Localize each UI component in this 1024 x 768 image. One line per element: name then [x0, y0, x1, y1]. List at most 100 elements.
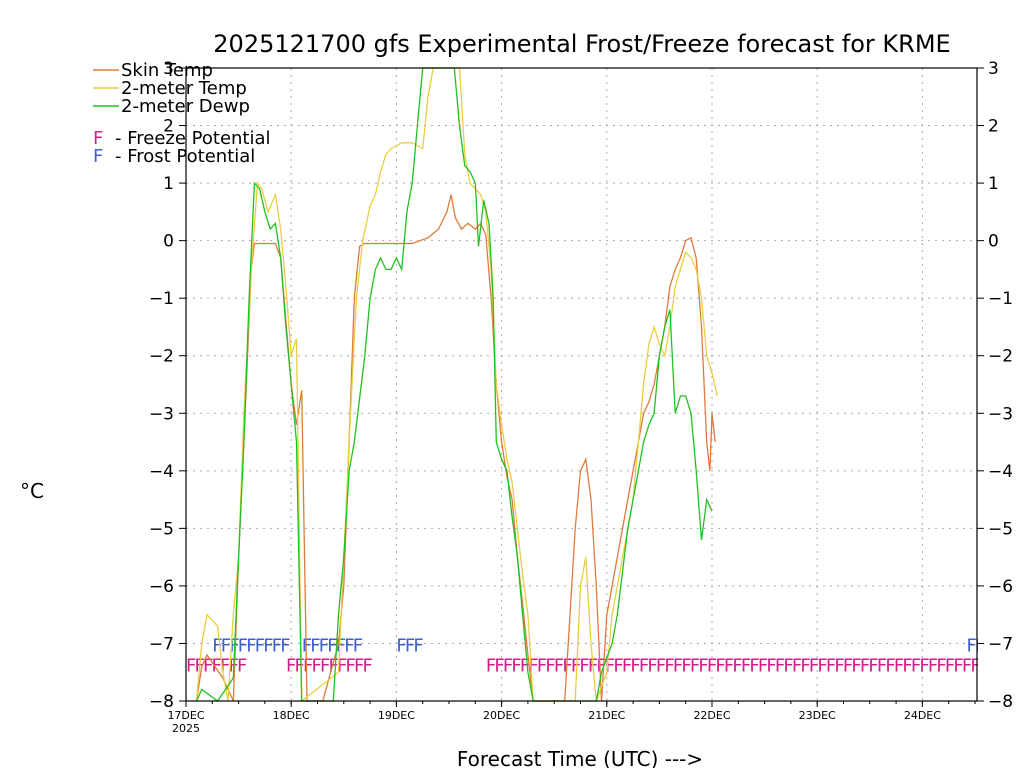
freeze-marker: F [732, 656, 742, 677]
x-tick-label: 21DEC [588, 709, 625, 722]
series-lines [195, 67, 718, 703]
frost-marker: F [319, 635, 329, 656]
freeze-marker: F [320, 656, 330, 677]
legend-marker-glyph: F [93, 128, 103, 149]
freeze-marker: F [554, 656, 564, 677]
freeze-marker: F [486, 656, 496, 677]
freeze-marker: F [528, 656, 538, 677]
freeze-marker: F [328, 656, 338, 677]
x-tick-label: 17DEC [167, 709, 204, 722]
freeze-marker: F [868, 656, 878, 677]
grid [186, 68, 977, 701]
freeze-marker: F [877, 656, 887, 677]
freeze-marker: F [936, 656, 946, 677]
freeze-marker: F [337, 656, 347, 677]
y-axis-label: °C [20, 479, 44, 503]
freeze-marker: F [562, 656, 572, 677]
freeze-marker: F [220, 656, 230, 677]
freeze-marker: F [860, 656, 870, 677]
frost-marker: F [272, 635, 282, 656]
freeze-marker: F [783, 656, 793, 677]
freeze-marker: F [681, 656, 691, 677]
freeze-marker: F [639, 656, 649, 677]
x-tick-label: 22DEC [693, 709, 730, 722]
freeze-marker: F [286, 656, 296, 677]
freeze-marker: F [928, 656, 938, 677]
series-line [195, 67, 718, 703]
frost-marker: F [353, 635, 363, 656]
chart-title: 2025121700 gfs Experimental Frost/Freeze… [213, 30, 950, 58]
freeze-marker: F [494, 656, 504, 677]
y-tick-label-right: −1 [988, 289, 1013, 309]
y-tick-label: 1 [163, 174, 174, 194]
legend-marker-label: - Frost Potential [115, 146, 255, 167]
freeze-marker: F [520, 656, 530, 677]
y-tick-label-right: −4 [988, 462, 1013, 482]
y-tick-label: −7 [149, 634, 174, 654]
frost-marker: F [238, 635, 248, 656]
frost-marker: F [302, 635, 312, 656]
freeze-marker: F [354, 656, 364, 677]
freeze-marker: F [212, 656, 222, 677]
x-tick-label: 18DEC [273, 709, 310, 722]
frost-marker: F [413, 635, 423, 656]
y-tick-label-right: 1 [988, 174, 999, 194]
freeze-marker: F [902, 656, 912, 677]
y-tick-label-right: −3 [988, 404, 1013, 424]
freeze-marker: F [800, 656, 810, 677]
freeze-marker: F [826, 656, 836, 677]
y-tick-label: −8 [149, 692, 174, 712]
freeze-marker: F [656, 656, 666, 677]
frost-marker: F [396, 635, 406, 656]
y-tick-label: −3 [149, 404, 174, 424]
freeze-marker: F [894, 656, 904, 677]
legend-label: Skin Temp [121, 60, 213, 81]
freeze-marker: F [605, 656, 615, 677]
frost-marker: F [221, 635, 231, 656]
freeze-marker: F [758, 656, 768, 677]
freeze-marker: F [294, 656, 304, 677]
y-tick-label: −6 [149, 577, 174, 597]
frost-marker: F [263, 635, 273, 656]
frost-marker: F [344, 635, 354, 656]
freeze-marker: F [186, 656, 196, 677]
x-tick-label: 23DEC [799, 709, 836, 722]
freeze-marker: F [579, 656, 589, 677]
freeze-marker: F [945, 656, 955, 677]
frost-marker: F [967, 635, 977, 656]
freeze-marker: F [775, 656, 785, 677]
y-tick-label: −2 [149, 347, 174, 367]
legend-label: 2-meter Temp [121, 78, 247, 99]
freeze-marker: F [792, 656, 802, 677]
freeze-marker: F [970, 656, 980, 677]
freeze-marker: F [545, 656, 555, 677]
freeze-marker: F [237, 656, 247, 677]
freeze-marker: F [962, 656, 972, 677]
freeze-marker: F [673, 656, 683, 677]
x-tick-label: 20DEC [483, 709, 520, 722]
y-tick-label: −1 [149, 289, 174, 309]
y-tick-label: −4 [149, 462, 174, 482]
frost-marker: F [280, 635, 290, 656]
freeze-marker: F [630, 656, 640, 677]
freeze-marker: F [911, 656, 921, 677]
x-axis-label: Forecast Time (UTC) ---> [457, 747, 703, 768]
frost-marker: F [405, 635, 415, 656]
x-tick-label: 24DEC [904, 709, 941, 722]
freeze-marker: F [311, 656, 321, 677]
legend-marker-label: - Freeze Potential [115, 128, 271, 149]
y-tick-label-right: 0 [988, 232, 999, 252]
freeze-marker: F [885, 656, 895, 677]
freeze-marker: F [698, 656, 708, 677]
freeze-marker: F [511, 656, 521, 677]
freeze-marker: F [362, 656, 372, 677]
freeze-marker: F [537, 656, 547, 677]
y-tick-label-right: −8 [988, 692, 1013, 712]
x-tick-label: 19DEC [378, 709, 415, 722]
frost-marker: F [327, 635, 337, 656]
plot-frame [185, 67, 978, 702]
